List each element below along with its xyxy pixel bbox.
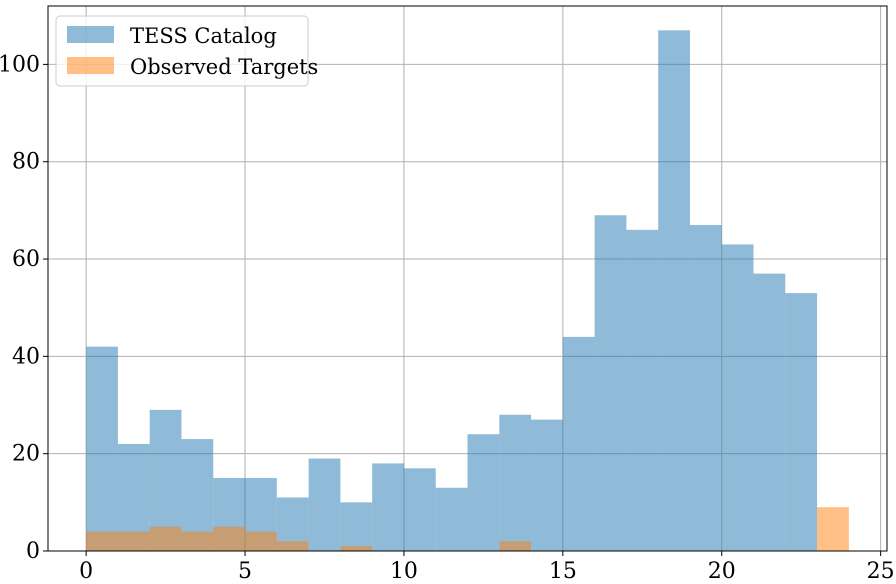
series-tess-catalog [86,30,818,552]
histogram-bar [86,346,118,551]
histogram-bar [372,463,404,551]
histogram-bar [149,526,182,551]
histogram-bar [213,526,246,551]
legend: TESS Catalog Observed Targets [55,15,318,87]
histogram-bar [594,215,627,551]
histogram-bar [658,30,690,551]
x-tick-label: 5 [238,559,252,584]
histogram-bars [86,30,849,552]
histogram-bar [721,244,754,551]
y-tick-label: 60 [12,247,40,272]
plot-frame [47,5,888,552]
histogram-bar [785,293,818,551]
histogram-bar [626,229,659,551]
x-tick-label: 15 [549,559,577,584]
histogram-bar [181,531,214,551]
histogram-bar [435,487,468,551]
y-tick-label: 100 [0,52,40,77]
y-tick-label: 0 [26,539,40,564]
histogram-bar [308,458,341,551]
histogram-bar [245,531,277,551]
histogram-bar [753,273,786,551]
legend-label: Observed Targets [130,55,318,79]
histogram-bar [467,434,500,551]
y-tick-label: 20 [12,442,40,467]
legend-box [55,15,309,87]
y-tick-label: 40 [12,344,40,369]
histogram-bar [499,414,532,551]
histogram-bar [86,531,118,551]
legend-swatch [67,57,114,74]
legend-label: TESS Catalog [130,24,277,48]
axis-ticks: 0 5 10 15 20 25 0 20 40 60 80 100 [0,52,895,584]
histogram-bar [689,224,722,552]
legend-swatch [67,26,114,43]
histogram-bar [340,502,373,551]
histogram-bar [117,531,150,551]
histogram-bar [562,336,595,551]
x-tick-label: 20 [708,559,736,584]
series-observed-targets [86,507,849,551]
histogram-bar [403,468,436,551]
y-tick-label: 80 [12,150,40,175]
histogram-bar [340,546,373,551]
x-tick-label: 25 [867,559,895,584]
histogram-bar [531,419,563,551]
histogram-bar [817,507,849,551]
histogram-bar [499,541,532,551]
x-tick-label: 10 [390,559,418,584]
x-tick-label: 0 [79,559,93,584]
histogram-bar [276,541,309,551]
